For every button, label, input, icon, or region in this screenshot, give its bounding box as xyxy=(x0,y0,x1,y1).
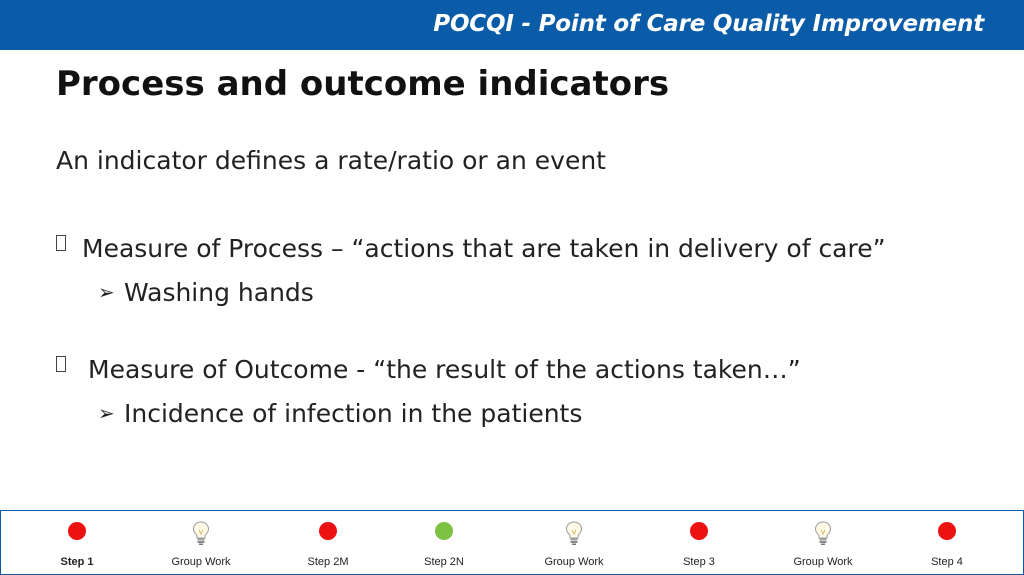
sub-bullet-outcome: ➢ Incidence of infection in the patients xyxy=(98,399,582,428)
step-2n[interactable]: Step 2N xyxy=(389,511,499,574)
step-label: Step 4 xyxy=(931,556,963,568)
green-dot-icon xyxy=(435,522,453,540)
arrow-bullet-icon: ➢ xyxy=(98,280,115,304)
bullet-box-icon xyxy=(56,356,66,372)
step-2m[interactable]: Step 2M xyxy=(273,511,383,574)
red-dot-icon xyxy=(690,522,708,540)
sub-bullet-process: ➢ Washing hands xyxy=(98,278,314,307)
group-work-2[interactable]: Group Work xyxy=(519,511,629,574)
header-title: POCQI - Point of Care Quality Improvemen… xyxy=(433,11,984,37)
step-label: Group Work xyxy=(793,556,853,568)
step-4[interactable]: Step 4 xyxy=(892,511,1002,574)
lightbulb-icon xyxy=(814,521,832,545)
red-dot-icon xyxy=(68,522,86,540)
step-label: Group Work xyxy=(544,556,604,568)
header-bar: POCQI - Point of Care Quality Improvemen… xyxy=(0,0,1024,50)
intro-text: An indicator defines a rate/ratio or an … xyxy=(56,146,606,175)
bullet-outcome-text: Measure of Outcome - “the result of the … xyxy=(88,355,801,384)
lightbulb-icon xyxy=(565,521,583,545)
step-label: Step 1 xyxy=(60,556,94,568)
step-navigation: Step 1 Group Work Step 2M Step 2N Group … xyxy=(0,510,1024,575)
red-dot-icon xyxy=(319,522,337,540)
sub-bullet-process-text: Washing hands xyxy=(124,278,314,307)
bullet-outcome: Measure of Outcome - “the result of the … xyxy=(56,355,801,384)
red-dot-icon xyxy=(938,522,956,540)
slide-title: Process and outcome indicators xyxy=(56,64,670,104)
sub-bullet-outcome-text: Incidence of infection in the patients xyxy=(124,399,583,428)
step-label: Step 2N xyxy=(424,556,464,568)
step-label: Step 3 xyxy=(683,556,715,568)
arrow-bullet-icon: ➢ xyxy=(98,401,115,425)
bullet-box-icon xyxy=(56,235,66,251)
bullet-process-text: Measure of Process – “actions that are t… xyxy=(82,234,886,263)
group-work-3[interactable]: Group Work xyxy=(768,511,878,574)
lightbulb-icon xyxy=(192,521,210,545)
group-work-1[interactable]: Group Work xyxy=(146,511,256,574)
step-label: Group Work xyxy=(171,556,231,568)
bullet-process: Measure of Process – “actions that are t… xyxy=(56,234,886,263)
step-3[interactable]: Step 3 xyxy=(644,511,754,574)
step-label: Step 2M xyxy=(307,556,349,568)
step-1[interactable]: Step 1 xyxy=(22,511,132,574)
